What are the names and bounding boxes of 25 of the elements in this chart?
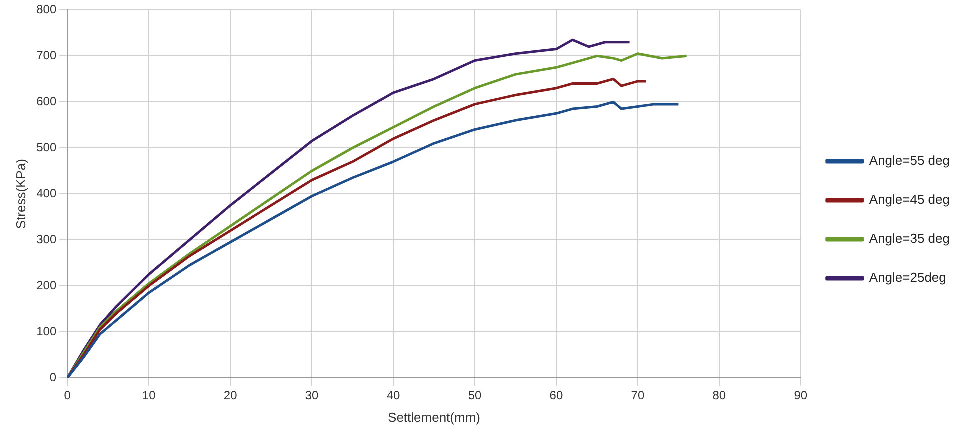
x-tick-label: 0 [64,388,72,403]
y-tick-label: 200 [36,278,57,292]
y-tick-label: 700 [36,48,57,62]
x-tick-label: 70 [631,388,645,403]
legend-label: Angle=35 deg [869,231,950,246]
x-axis-title: Settlement(mm) [388,410,480,425]
x-tick-label: 20 [224,388,238,403]
y-tick-label: 600 [36,94,57,108]
x-tick-label: 30 [305,388,320,403]
legend-label: Angle=55 deg [869,153,950,168]
y-tick-label: 400 [36,186,57,200]
y-tick-label: 300 [36,232,57,246]
legend-label: Angle=45 deg [869,192,950,208]
y-tick-label: 800 [36,2,57,17]
x-tick-label: 60 [550,388,564,403]
y-axis-title: Stress(KPa) [13,159,28,230]
legend-label: Angle=25deg [869,270,946,286]
y-tick-label: 0 [50,370,57,384]
x-tick-label: 40 [386,388,401,403]
x-tick-label: 10 [142,388,156,403]
x-tick-label: 50 [468,388,482,403]
x-tick-label: 90 [794,388,808,403]
y-tick-label: 100 [36,324,57,338]
x-tick-label: 80 [712,388,726,403]
y-tick-label: 500 [36,140,57,154]
